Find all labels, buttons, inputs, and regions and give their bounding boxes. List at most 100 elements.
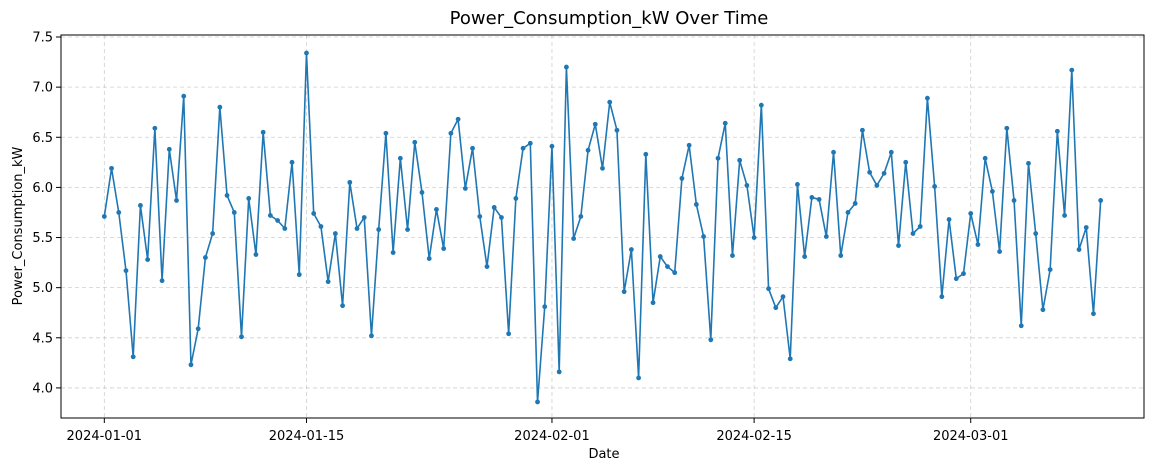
data-point [578, 214, 584, 219]
data-point [650, 300, 656, 306]
data-point [592, 121, 598, 127]
data-point [224, 193, 230, 198]
x-axis-ticks: 2024-01-01 2024-01-15 2024-02-01 2024-02-15… [67, 418, 1009, 444]
data-point [318, 224, 324, 229]
y-axis-label: Power_Consumption_kW [11, 146, 26, 305]
y-axis-ticks: 4.0 4.5 5.0 5.5 6.0 6.5 7.0 7.5 [32, 31, 61, 396]
data-point [332, 231, 338, 236]
y-tick-label: 6.0 [32, 181, 53, 196]
x-tick-label: 2024-01-01 [67, 429, 143, 444]
data-point [347, 179, 353, 185]
data-point [693, 202, 699, 207]
data-point [181, 93, 187, 99]
data-point [751, 235, 757, 240]
data-point [896, 243, 901, 248]
data-point [448, 130, 454, 136]
data-point [419, 190, 425, 195]
data-point [246, 196, 252, 201]
data-point [881, 170, 887, 176]
data-point [361, 215, 367, 220]
data-point [1083, 225, 1089, 230]
data-point [831, 149, 836, 155]
data-point [852, 201, 858, 206]
data-point [282, 226, 288, 231]
data-point [614, 127, 620, 133]
data-point [802, 254, 808, 259]
data-point [975, 242, 981, 247]
data-point [325, 279, 331, 285]
y-tick-label: 7.5 [32, 31, 53, 46]
data-point [462, 186, 468, 191]
data-point [1040, 307, 1046, 313]
data-point [1047, 267, 1053, 273]
data-point [159, 278, 165, 284]
data-point [997, 249, 1002, 254]
data-point [722, 120, 728, 126]
x-tick-label: 2024-02-01 [514, 429, 590, 444]
data-point [925, 95, 930, 101]
data-point [780, 294, 786, 300]
data-point [953, 276, 959, 282]
grid [61, 35, 1144, 418]
data-point [188, 362, 194, 368]
data-point [116, 210, 122, 215]
data-point [888, 149, 894, 155]
data-point [816, 197, 822, 202]
data-point [311, 211, 317, 216]
data-point [397, 155, 403, 161]
plot-frame [60, 34, 1145, 419]
data-point [1062, 213, 1067, 218]
data-point [477, 214, 483, 219]
x-tick-label: 2024-02-15 [716, 429, 792, 444]
data-point [231, 210, 237, 215]
data-point [946, 217, 952, 222]
data-point [758, 102, 764, 108]
data-point [138, 203, 143, 208]
data-point [513, 196, 519, 201]
data-point [939, 294, 945, 300]
chart-title: Power_Consumption_kW Over Time [450, 8, 769, 29]
data-point [520, 145, 526, 151]
data-point [267, 213, 273, 218]
data-point [455, 116, 461, 122]
data-point [369, 333, 374, 339]
y-tick-label: 5.0 [32, 281, 53, 296]
data-point [910, 231, 916, 236]
data-point [203, 255, 208, 260]
data-point [708, 337, 714, 343]
data-point [621, 289, 627, 295]
data-point [838, 253, 844, 258]
data-point [860, 127, 865, 133]
data-point [1004, 125, 1010, 131]
data-point [1091, 311, 1096, 317]
data-point [499, 215, 504, 220]
data-point [289, 159, 295, 165]
data-point [686, 142, 692, 148]
data-point [484, 264, 490, 269]
data-point [426, 256, 432, 261]
data-point [253, 252, 259, 257]
y-tick-label: 4.5 [32, 331, 53, 346]
y-tick-label: 5.5 [32, 231, 53, 246]
data-point [195, 326, 201, 332]
data-point [376, 227, 382, 232]
data-point [390, 250, 396, 255]
data-point [260, 129, 266, 135]
data-point [1098, 198, 1104, 203]
data-point [1018, 323, 1024, 329]
data-point [917, 224, 923, 229]
data-point [874, 182, 880, 188]
data-point [383, 130, 389, 136]
data-point [679, 175, 685, 181]
data-point [643, 151, 649, 157]
data-point [968, 211, 974, 216]
data-point [672, 270, 678, 276]
data-point [434, 207, 439, 212]
data-point [470, 145, 475, 151]
data-point [585, 147, 591, 153]
data-point [1026, 160, 1031, 166]
data-point [304, 50, 309, 56]
data-point [1033, 231, 1039, 236]
